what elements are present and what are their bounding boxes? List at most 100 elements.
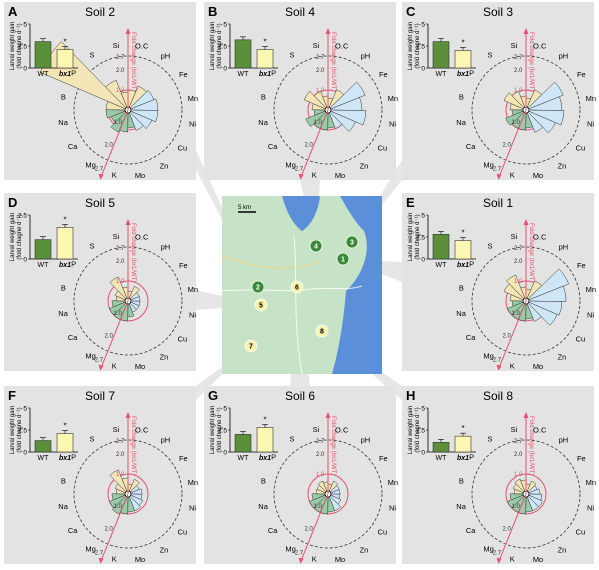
map-site-marker <box>336 252 350 266</box>
bar-chart: 0 2.5 5 Larval weight gain (fold chagne d⁻¹)… <box>408 213 476 269</box>
rose-petal-s <box>313 91 329 111</box>
rose-ring-value: 2.0 <box>105 142 114 148</box>
rose-ring-value: 1.0 <box>316 472 325 478</box>
rose-petal-ph <box>327 480 339 495</box>
rose-petal-cu <box>525 300 558 326</box>
bar-y-tick-label: 0 <box>23 257 27 264</box>
rose-petal-ph <box>525 480 537 495</box>
bar-y-tick-label: 0 <box>421 257 425 264</box>
rose-ring-value: 2.7 <box>295 166 304 172</box>
rose-label-s: S <box>488 242 493 251</box>
rose-axis-title: Fold change (bx1/WT) <box>130 32 136 91</box>
rose-ring-value: 2.0 <box>503 333 512 339</box>
map-site-label: 2 <box>256 285 260 292</box>
rose-label-p: P <box>71 453 76 462</box>
bar-y-label: Larval weight gain <box>210 406 216 454</box>
map-site-marker <box>254 298 268 312</box>
rose-axis-arrowhead <box>125 412 131 418</box>
rose-label-mg: Mg <box>285 160 295 169</box>
bar-y-label: (fold chagne d⁻¹) <box>17 407 23 452</box>
rose-label-mo: Mo <box>533 171 543 180</box>
rose-label-zn: Zn <box>160 545 169 554</box>
rose-petal-na <box>111 300 129 308</box>
rose-ring-value: 1.0 <box>314 504 323 510</box>
bar-bx1 <box>56 49 74 69</box>
rose-petal-mn <box>525 285 567 302</box>
rose-ring-value: 2.0 <box>116 259 125 265</box>
bar-bx1 <box>454 435 472 453</box>
rose-ring-value: 2.7 <box>116 55 125 61</box>
rose-label-na: Na <box>456 309 466 318</box>
rose-label-na: Na <box>456 502 466 511</box>
map-site-marker <box>244 339 258 353</box>
rose-petal-na <box>509 493 527 501</box>
rose-label-p: P <box>71 260 76 269</box>
rose-axis-diagonal <box>101 109 129 176</box>
rose-label-si: Si <box>511 41 518 50</box>
panel-a: A Soil 2 O.C pH Fe Mn Ni Cu Zn Mo K Mg Ca Na B P S Si 2.7 2… <box>4 2 198 180</box>
rose-ring-value: 2.0 <box>514 452 523 458</box>
rose-label-mg: Mg <box>483 544 493 553</box>
rose-chart: O.C pH Fe Mn Ni Cu Zn Mo K Mg Ca Na B P S Si 2.7 2.0 1.0 2.… <box>58 412 198 564</box>
rose-ring-value: 2.0 <box>305 526 314 532</box>
panel-background <box>204 386 396 564</box>
bar-y-tick-label: 2.5 <box>218 44 227 51</box>
rose-label-fe: Fe <box>577 70 586 79</box>
rose-chart: O.C pH Fe Mn Ni Cu Zn Mo K Mg Ca Na B P S Si 2.7 2.0 1.0 2.… <box>456 219 596 371</box>
map-scale-label: 5 km <box>238 205 251 211</box>
rose-axis-title: Fold change (bx1/WT) <box>528 416 534 475</box>
rose-label-si: Si <box>313 41 320 50</box>
rose-label-mg: Mg <box>85 544 95 553</box>
rose-petal-p <box>303 91 329 111</box>
rose-label-ni: Ni <box>587 120 594 129</box>
rose-axis-diagonal-arrowhead <box>98 557 104 564</box>
rose-label-ni: Ni <box>389 504 396 513</box>
rose-label-cu: Cu <box>178 143 188 152</box>
rose-petal-ca <box>507 493 527 509</box>
panel-letter: B <box>208 4 217 19</box>
rose-petal-na <box>111 493 129 501</box>
rose-ring-value: 1.0 <box>116 279 125 285</box>
bar-wt <box>432 41 450 69</box>
panel-background <box>402 386 594 564</box>
map-site-label: 5 <box>259 303 263 310</box>
panel-title: Soil 8 <box>483 389 513 403</box>
panel-title: Soil 5 <box>85 196 115 210</box>
bar-y-tick-label: 0 <box>223 66 227 73</box>
rose-chart: O.C pH Fe Mn Ni Cu Zn Mo K Mg Ca Na B P S Si 2.7 2.0 1.0 2.… <box>40 28 198 180</box>
rose-label-fe: Fe <box>577 261 586 270</box>
rose-axis-arrowhead <box>125 219 131 225</box>
rose-label-s: S <box>488 435 493 444</box>
rose-label-p: P <box>271 69 276 78</box>
rose-label-fe: Fe <box>379 70 388 79</box>
rose-label-oc: O.C <box>335 41 349 50</box>
bar-label-bx1: bx1 <box>457 71 469 78</box>
rose-label-cu: Cu <box>178 334 188 343</box>
panel-d: D Soil 5 O.C pH Fe Mn Ni Cu Zn Mo K Mg Ca Na B P S Si 2.7 2… <box>4 193 198 371</box>
bar-y-label: (fold chagne d⁻¹) <box>217 23 223 68</box>
rose-label-s: S <box>90 51 95 60</box>
rose-label-p: P <box>469 260 474 269</box>
rose-ring-value: 1.0 <box>314 120 323 126</box>
rose-petal-ca <box>305 109 329 128</box>
significance-star: * <box>63 38 66 47</box>
rose-label-ph: pH <box>559 52 569 61</box>
rose-label-si: Si <box>113 232 120 241</box>
rose-petal-fe <box>525 81 564 111</box>
bar-chart: 0 2.5 5 Larval weight gain (fold chagne d⁻¹)… <box>10 22 78 78</box>
rose-label-ni: Ni <box>587 311 594 320</box>
rose-label-k: K <box>510 555 515 564</box>
rose-label-mo: Mo <box>135 362 145 371</box>
bar-chart: 0 2.5 5 Larval weight gain (fold chagne d⁻¹)… <box>408 22 476 78</box>
rose-label-b: B <box>459 476 464 485</box>
bar-y-tick-label: 5 <box>421 22 425 29</box>
panel-letter: D <box>8 195 17 210</box>
rose-axis-diagonal-arrowhead <box>298 173 304 180</box>
map-site-label: 3 <box>350 240 354 247</box>
rose-label-p: P <box>469 453 474 462</box>
rose-axis-diagonal <box>301 493 329 560</box>
rose-label-s: S <box>290 51 295 60</box>
rose-petal-zn <box>127 109 144 131</box>
bar-chart: 0 2.5 5 Larval weight gain (fold chagne d⁻¹)… <box>408 406 476 462</box>
rose-label-mo: Mo <box>135 171 145 180</box>
